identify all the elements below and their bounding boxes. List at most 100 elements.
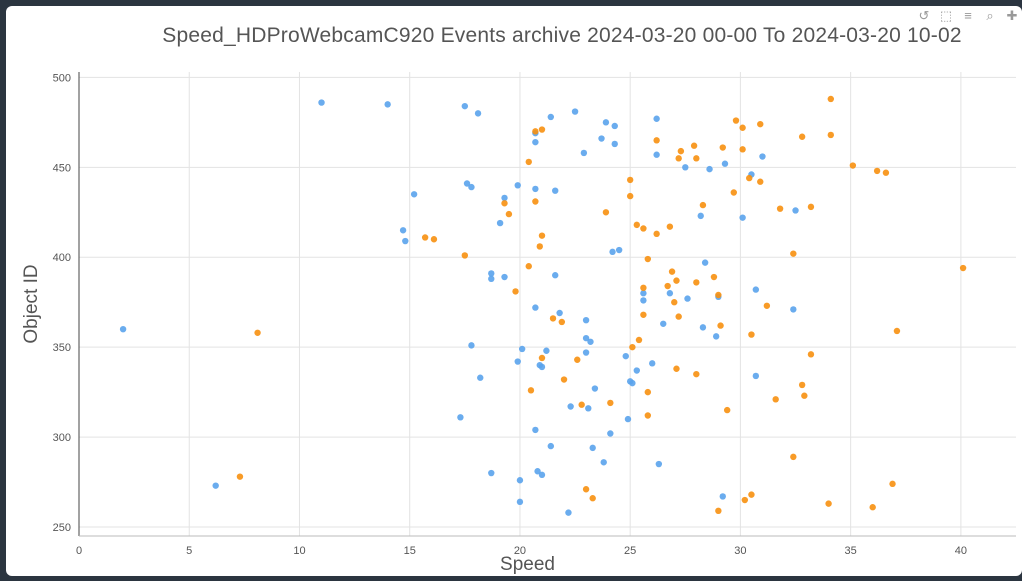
data-point [664,282,671,290]
data-point [512,288,519,295]
data-point [721,160,729,167]
data-point [710,273,718,281]
data-point [640,290,647,297]
zoom-icon[interactable]: ⌕ [986,8,994,23]
data-point [525,158,532,166]
data-point [640,297,647,304]
data-point [741,496,749,504]
data-point [560,376,568,383]
data-point [801,392,808,399]
data-point [552,187,559,194]
data-point [653,230,660,238]
data-point [746,174,753,182]
data-point [514,182,521,189]
data-point [635,336,643,344]
data-point [587,338,594,345]
data-point [640,284,647,292]
data-point [633,367,640,374]
compare-icon[interactable]: ≡ [964,8,972,23]
data-point [532,185,539,193]
data-point [547,113,555,121]
data-point [699,324,707,331]
x-tick-label: 25 [624,545,636,557]
data-point [538,126,546,133]
data-point [421,234,429,241]
data-point [882,169,890,176]
data-point [463,180,471,187]
data-point [706,165,713,173]
axes [78,72,1016,537]
data-point [602,209,610,216]
data-point [893,327,901,335]
data-point [477,374,484,381]
data-point [430,236,438,243]
data-point [565,509,572,516]
data-point [640,225,647,232]
data-point [697,212,704,220]
data-point [626,176,634,184]
data-point [399,227,407,234]
data-point [653,115,660,122]
data-point [582,316,590,324]
data-point [609,248,616,256]
data-point [410,191,418,198]
data-point [712,333,720,340]
data-point [827,95,835,103]
data-point [807,351,815,358]
data-point [732,117,740,124]
data-point [384,101,391,108]
data-point [607,430,614,437]
data-point [543,347,550,354]
data-point [675,313,682,320]
pan-icon[interactable]: ✚ [1006,8,1018,23]
data-point [719,144,726,151]
data-point [673,277,680,284]
data-point [644,388,652,396]
data-point [611,122,618,130]
data-point [591,385,599,392]
data-point [748,331,755,338]
data-point [673,365,680,372]
data-point [790,306,797,313]
data-point [598,135,605,142]
data-point [532,426,539,434]
data-point [536,243,543,250]
box-select-icon[interactable]: ⬚ [939,8,953,23]
data-point [752,286,760,293]
data-point [668,268,676,275]
grid-lines [79,72,1016,536]
data-point [254,329,261,336]
data-point [547,442,555,450]
chart-panel: Speed_HDProWebcamC920 Events archive 202… [6,6,1022,576]
data-point [719,493,726,500]
data-point [538,354,546,362]
data-point [212,482,219,489]
x-tick-label: 35 [845,545,857,557]
data-point [869,504,876,511]
data-point [655,460,663,468]
y-axis-title: Object ID [21,264,42,343]
data-point [693,279,700,286]
data-point [653,151,660,158]
data-point [496,219,504,227]
data-point [693,370,700,378]
data-point [624,415,632,423]
data-point [798,133,806,140]
data-point [532,198,539,205]
data-point [633,221,640,229]
data-point [759,153,766,160]
data-point [715,291,722,299]
data-point [792,207,799,214]
data-point [236,473,244,480]
x-tick-label: 10 [293,545,305,557]
y-tick-label: 250 [53,522,71,534]
data-point [525,263,532,270]
chart-title: Speed_HDProWebcamC920 Events archive 202… [162,24,962,47]
reset-icon[interactable]: ↺ [918,8,930,23]
data-point [534,468,541,475]
data-point [757,120,764,128]
scatter-chart[interactable]: 0 5 10 15 20 25 30 35 40 250 300 350 400 450 500 Spee… [6,6,1022,576]
data-point [585,405,592,412]
data-point [468,183,475,191]
data-point [827,131,835,139]
